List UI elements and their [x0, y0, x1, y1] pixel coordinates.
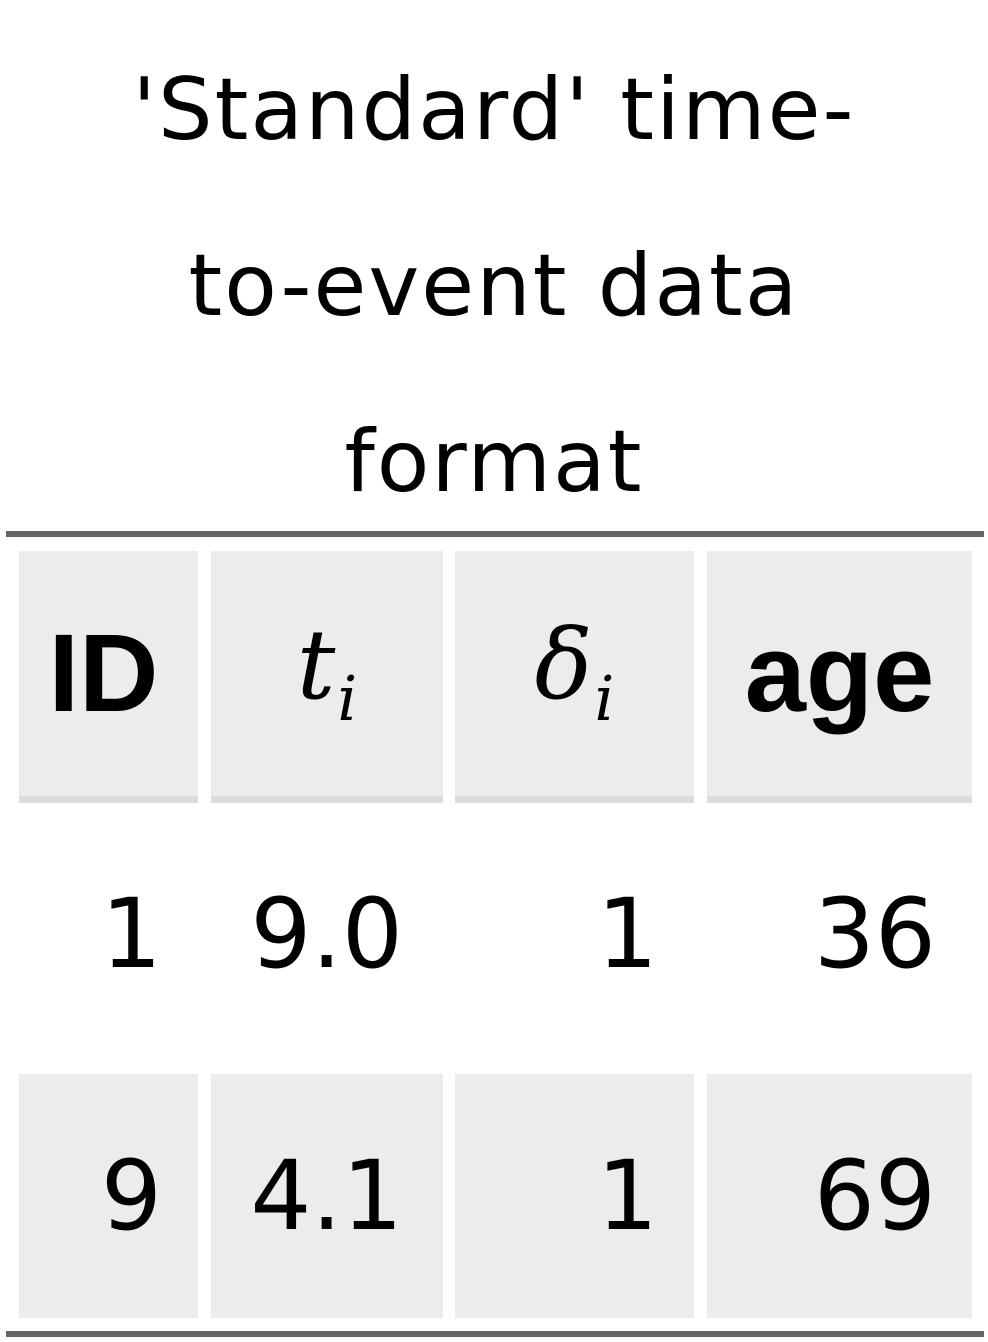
table-cell-event: 1	[455, 1074, 694, 1318]
table-cell-event: 1	[596, 878, 658, 990]
table-top-rule	[6, 531, 984, 537]
table-cell-time: 4.1	[211, 1074, 443, 1318]
table-title: 'Standard' time- to-event data format	[0, 22, 988, 550]
title-line-2: to-event data	[188, 236, 800, 336]
table-bottom-rule	[6, 1331, 984, 1337]
header-event-symbol: δi	[534, 609, 615, 735]
header-age-label: age	[744, 611, 935, 735]
title-line-3: format	[344, 412, 644, 512]
header-time: ti	[211, 551, 443, 803]
header-event-indicator: δi	[455, 551, 694, 803]
header-id-label: ID	[48, 611, 159, 735]
table-cell-time: 9.0	[250, 878, 403, 990]
header-time-symbol: ti	[296, 609, 358, 735]
header-id: ID	[19, 551, 198, 803]
table-cell-age: 36	[813, 878, 936, 990]
header-age: age	[707, 551, 972, 803]
table-cell-id: 9	[19, 1074, 198, 1318]
table-cell-id: 1	[100, 878, 162, 990]
title-line-1: 'Standard' time-	[132, 60, 856, 160]
table-cell-age: 69	[707, 1074, 972, 1318]
